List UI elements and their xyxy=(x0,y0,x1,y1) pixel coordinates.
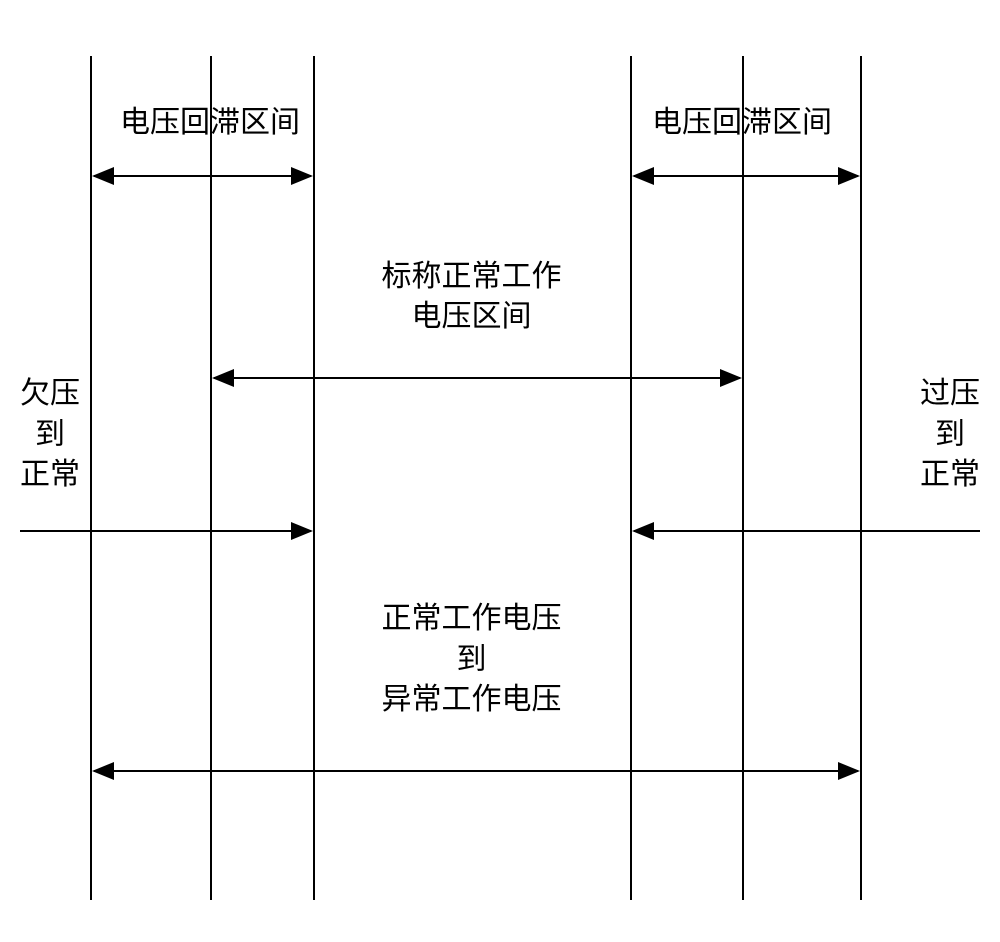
label-nominal-range: 标称正常工作 电压区间 xyxy=(382,257,562,338)
voltage-diagram: 电压回滞区间 电压回滞区间 标称正常工作 电压区间 欠压 到 正常 过压 到 正… xyxy=(0,0,1000,942)
vline-inner-right xyxy=(742,56,744,900)
arrow-hysteresis-right xyxy=(634,175,858,177)
label-hysteresis-right: 电压回滞区间 xyxy=(652,103,832,144)
arrowhead-full-l xyxy=(92,762,114,780)
label-normal-to-abnormal: 正常工作电压 到 异常工作电压 xyxy=(382,599,562,721)
arrowhead-nom-r xyxy=(720,369,742,387)
label-over-to-normal: 过压 到 正常 xyxy=(920,374,980,496)
arrowhead-hl-l xyxy=(92,167,114,185)
label-under-to-normal: 欠压 到 正常 xyxy=(20,374,80,496)
arrowhead-hr-r xyxy=(838,167,860,185)
vline-inner-left xyxy=(210,56,212,900)
arrowhead-nom-l xyxy=(212,369,234,387)
arrow-full-range xyxy=(94,770,858,772)
label-hysteresis-left: 电压回滞区间 xyxy=(120,103,300,144)
arrowhead-utn xyxy=(291,522,313,540)
arrow-under-to-normal xyxy=(20,530,311,532)
arrowhead-hr-l xyxy=(632,167,654,185)
arrow-over-to-normal xyxy=(634,530,980,532)
vline-mid-left xyxy=(313,56,315,900)
arrow-nominal xyxy=(214,377,740,379)
arrowhead-otn xyxy=(632,522,654,540)
arrowhead-hl-r xyxy=(291,167,313,185)
arrowhead-full-r xyxy=(838,762,860,780)
vline-outer-right xyxy=(860,56,862,900)
arrow-hysteresis-left xyxy=(94,175,311,177)
